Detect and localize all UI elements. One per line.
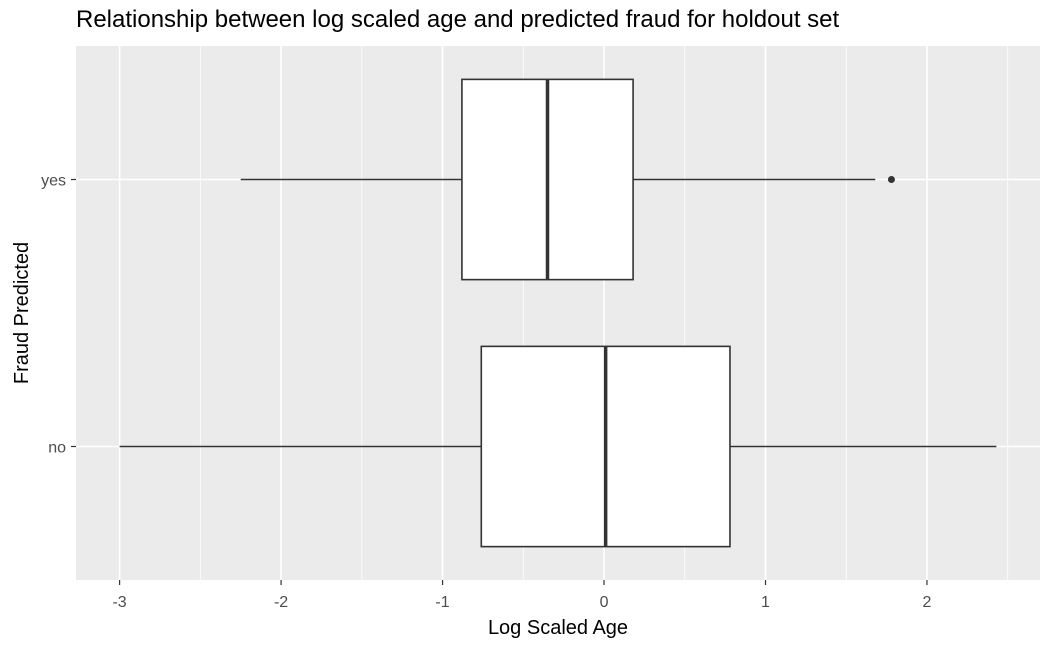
x-tick-label: 2 bbox=[923, 594, 932, 611]
x-tick-label: -2 bbox=[274, 594, 288, 611]
x-tick-label: 1 bbox=[761, 594, 770, 611]
boxplot-layer bbox=[119, 78, 997, 548]
y-axis-title: Fraud Predicted bbox=[11, 242, 33, 384]
outlier-point bbox=[887, 176, 895, 183]
box-no bbox=[119, 345, 997, 548]
chart-title: Relationship between log scaled age and … bbox=[76, 6, 840, 33]
box-yes bbox=[240, 78, 895, 281]
x-axis-title: Log Scaled Age bbox=[488, 617, 628, 639]
x-tick-label: -3 bbox=[112, 594, 126, 611]
x-tick-label: 0 bbox=[600, 594, 609, 611]
y-tick-label: no bbox=[48, 440, 66, 457]
x-tick-label: -1 bbox=[435, 594, 449, 611]
y-tick-label: yes bbox=[41, 173, 66, 190]
axes: -3 -2 -1 0 1 2 no yes bbox=[41, 173, 931, 612]
